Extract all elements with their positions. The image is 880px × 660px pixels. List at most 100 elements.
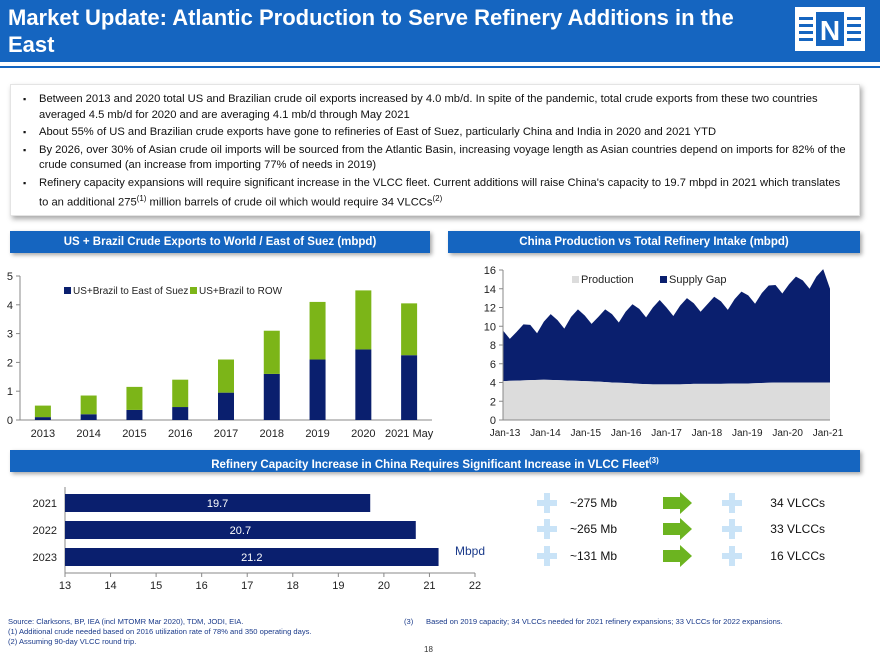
- x-tick-label: Jan-18: [692, 428, 723, 439]
- exports-bar-chart: 0 1 2 3 4 5 2013 2014 2015 2016 2017 2018 2019 2020 20…: [7, 271, 434, 440]
- logo-stripe: [799, 31, 813, 34]
- logo-stripe: [847, 24, 861, 27]
- plus-icon-bar: [537, 526, 557, 532]
- x-tick-label: 22: [469, 580, 481, 592]
- x-tick-label: Jan-19: [732, 428, 763, 439]
- y-tick-label: 2: [490, 396, 496, 408]
- legend-label: Production: [581, 274, 634, 286]
- barrels-value: ~131 Mb: [570, 549, 617, 563]
- bar-value-label: 20.7: [230, 525, 251, 537]
- plus-icon: [722, 546, 742, 566]
- production-area: [503, 379, 830, 420]
- bar-value-label: 19.7: [207, 498, 228, 510]
- plus-icon-bar: [537, 500, 557, 506]
- footnote-3: Based on 2019 capacity; 34 VLCCs needed …: [426, 617, 783, 626]
- company-logo: N: [795, 7, 865, 51]
- bullet-asian-imports: By 2026, over 30% of Asian crude oil imp…: [23, 143, 849, 174]
- bar-segment-east-of-suez: [263, 373, 280, 420]
- plus-icon: [537, 546, 557, 566]
- x-tick-label: Jan-16: [611, 428, 642, 439]
- header-banner: Market Update: Atlantic Production to Se…: [0, 0, 880, 62]
- bullet-refinery-capacity: Refinery capacity expansions will requir…: [23, 176, 849, 212]
- bar-segment-row: [80, 395, 97, 415]
- capacity-bar: [65, 521, 416, 539]
- right-arrow-icon: [663, 518, 692, 540]
- x-tick-label: 14: [104, 580, 116, 592]
- page-number: 18: [424, 645, 433, 654]
- logo-stripe: [799, 38, 813, 41]
- navios-logo-icon: N: [799, 12, 861, 46]
- vlcc-count: 34 VLCCs: [770, 496, 825, 510]
- bar-segment-row: [401, 303, 418, 356]
- exports-chart-title: US + Brazil Crude Exports to World / Eas…: [10, 231, 430, 253]
- barrels-value: ~275 Mb: [570, 496, 617, 510]
- x-tick-label: 18: [287, 580, 299, 592]
- x-tick-label: 17: [241, 580, 253, 592]
- key-points-box: Between 2013 and 2020 total US and Brazi…: [10, 84, 860, 216]
- bar-segment-east-of-suez: [80, 414, 97, 420]
- legend-label: Supply Gap: [669, 274, 726, 286]
- x-tick-label: Jan-17: [651, 428, 682, 439]
- footnote-ref: (1): [136, 194, 147, 203]
- footnote-1: (1) Additional crude needed based on 201…: [8, 627, 312, 636]
- x-tick-label: 21: [423, 580, 435, 592]
- legend-swatch: [64, 287, 71, 294]
- capacity-bar: [65, 548, 439, 566]
- x-tick-label: 2013: [31, 428, 55, 440]
- y-tick-label: 6: [490, 359, 496, 371]
- footnote-3-marker: (3): [404, 617, 414, 626]
- x-tick-label: Jan-14: [530, 428, 561, 439]
- plus-icon-bar: [537, 553, 557, 559]
- x-tick-label: 2017: [214, 428, 238, 440]
- x-tick-label: 2014: [76, 428, 100, 440]
- page-title: Market Update: Atlantic Production to Se…: [8, 5, 734, 57]
- logo-stripe: [847, 38, 861, 41]
- legend-label: US+Brazil to ROW: [199, 286, 283, 297]
- plus-icon-bar: [722, 500, 742, 506]
- legend-swatch: [190, 287, 197, 294]
- x-tick-label: 15: [150, 580, 162, 592]
- capacity-chart-title: Refinery Capacity Increase in China Requ…: [10, 450, 860, 472]
- x-tick-label: 2021 May: [385, 428, 434, 440]
- vlcc-count: 16 VLCCs: [770, 549, 825, 563]
- plus-icon-bar: [722, 553, 742, 559]
- right-arrow-icon: [663, 492, 692, 514]
- x-tick-label: Jan-21: [813, 428, 844, 439]
- x-tick-label: 2019: [305, 428, 329, 440]
- x-tick-label: Jan-15: [570, 428, 601, 439]
- header-divider: [0, 66, 880, 68]
- y-tick-label: 2023: [33, 552, 57, 564]
- y-tick-label: 0: [7, 415, 13, 427]
- bar-segment-east-of-suez: [34, 417, 51, 420]
- unit-label: Mbpd: [455, 544, 485, 558]
- legend-swatch: [572, 276, 579, 283]
- plus-icon: [537, 519, 557, 539]
- logo-box: [816, 12, 844, 46]
- plus-icon: [722, 519, 742, 539]
- vlcc-conversion-rows: ~275 Mb 34 VLCCs ~265 Mb 33 VLCCs ~131 Mb 16 …: [537, 492, 825, 567]
- plus-icon-bar: [722, 526, 742, 532]
- y-tick-label: 2021: [33, 498, 57, 510]
- bar-segment-east-of-suez: [218, 392, 234, 420]
- bar-segment-east-of-suez: [172, 407, 189, 420]
- y-tick-label: 4: [7, 300, 13, 312]
- y-tick-label: 2022: [33, 525, 57, 537]
- footnote-ref: (3): [649, 456, 659, 465]
- y-tick-label: 16: [484, 265, 496, 277]
- x-tick-label: 16: [196, 580, 208, 592]
- bar-segment-row: [263, 330, 280, 374]
- bar-segment-east-of-suez: [355, 349, 372, 420]
- y-tick-label: 12: [484, 303, 496, 315]
- x-tick-label: Jan-13: [490, 428, 521, 439]
- y-tick-label: 14: [484, 284, 496, 296]
- bar-value-label: 21.2: [241, 552, 262, 564]
- plus-icon: [537, 493, 557, 513]
- capacity-bar: [65, 494, 371, 512]
- capacity-title-text: Refinery Capacity Increase in China Requ…: [211, 458, 649, 471]
- bullet-east-of-suez: About 55% of US and Brazilian crude expo…: [23, 125, 849, 141]
- logo-letter: N: [820, 15, 840, 46]
- footnote-ref: (2): [432, 194, 443, 203]
- bar-segment-row: [126, 386, 143, 410]
- bullet-text: Refinery capacity expansions will requir…: [39, 176, 841, 209]
- bar-segment-row: [218, 359, 234, 393]
